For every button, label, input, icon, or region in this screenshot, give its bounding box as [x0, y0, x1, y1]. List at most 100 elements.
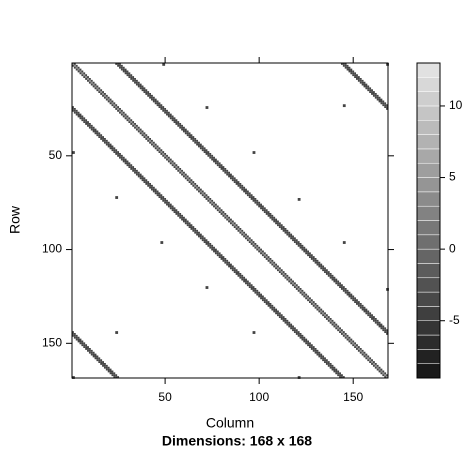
cell — [237, 183, 240, 185]
cell — [309, 346, 311, 348]
cell — [226, 263, 229, 266]
cell — [182, 126, 185, 129]
cell — [117, 109, 120, 112]
cell — [228, 216, 230, 219]
cell — [94, 357, 97, 360]
cell — [327, 364, 330, 367]
cell — [124, 117, 127, 120]
cell — [152, 143, 155, 146]
cell — [316, 308, 319, 311]
cell — [149, 183, 151, 185]
cell — [167, 203, 170, 206]
cell — [122, 160, 125, 163]
cell — [158, 147, 161, 150]
cell — [348, 291, 351, 294]
cell — [261, 207, 264, 210]
cell — [167, 113, 170, 116]
cell — [194, 228, 197, 230]
cell — [250, 286, 253, 288]
cell — [130, 119, 133, 122]
cell — [335, 368, 338, 371]
cell — [171, 115, 174, 118]
cell — [303, 248, 306, 251]
cell — [203, 237, 206, 240]
cell — [160, 104, 163, 107]
cell — [92, 128, 95, 131]
cell — [119, 108, 121, 110]
cell — [107, 368, 110, 371]
cell — [216, 254, 219, 257]
cell — [90, 126, 93, 129]
colorbar-level — [416, 263, 441, 279]
cell — [261, 209, 264, 212]
cell — [342, 104, 346, 108]
cell — [81, 340, 84, 343]
cell — [342, 63, 345, 65]
cell — [111, 102, 114, 105]
cell — [192, 228, 195, 230]
cell — [303, 338, 306, 341]
cell — [384, 331, 387, 333]
cell — [109, 143, 112, 146]
cell — [359, 78, 362, 80]
cell — [312, 348, 315, 350]
cell — [348, 295, 351, 298]
cell — [320, 267, 323, 270]
cell — [158, 151, 161, 153]
cell — [327, 361, 330, 363]
cell — [147, 94, 150, 97]
cell — [205, 241, 208, 243]
cell — [350, 340, 353, 343]
cell — [237, 273, 240, 275]
cell — [139, 177, 142, 180]
cell — [278, 271, 281, 273]
cell — [87, 123, 89, 125]
cell — [359, 306, 362, 309]
cell — [310, 348, 313, 350]
cell — [284, 273, 287, 275]
cell — [175, 121, 178, 123]
colorbar-level — [416, 291, 441, 307]
cell — [310, 299, 313, 302]
cell — [248, 237, 251, 240]
cell — [290, 327, 293, 330]
cell — [327, 273, 330, 275]
cell — [184, 220, 187, 223]
cell — [188, 181, 191, 183]
cell — [152, 145, 155, 148]
cell — [87, 349, 89, 352]
cell — [201, 194, 204, 197]
cell — [77, 68, 80, 71]
cell — [299, 288, 302, 290]
cell — [75, 109, 78, 112]
cell — [105, 368, 108, 371]
cell — [222, 256, 225, 258]
cell — [357, 346, 360, 348]
cell — [220, 211, 223, 213]
cell — [205, 149, 208, 152]
cell — [166, 113, 168, 116]
cell — [339, 329, 341, 332]
cell — [79, 70, 82, 73]
cell — [134, 124, 136, 127]
cell — [310, 254, 313, 257]
cell — [256, 291, 259, 294]
cell — [369, 312, 372, 315]
cell — [252, 151, 256, 154]
cell — [160, 149, 163, 152]
cell — [363, 81, 366, 84]
cell — [248, 194, 251, 197]
cell — [357, 76, 360, 78]
cell — [327, 363, 330, 365]
cell — [207, 196, 210, 198]
cell — [115, 104, 118, 107]
cell — [363, 306, 366, 309]
cell — [277, 222, 279, 225]
cell — [261, 295, 264, 298]
cell — [143, 132, 146, 135]
cell — [115, 108, 118, 110]
cell — [335, 327, 338, 330]
cell — [87, 78, 89, 80]
cell — [134, 78, 136, 80]
cell — [109, 100, 112, 103]
